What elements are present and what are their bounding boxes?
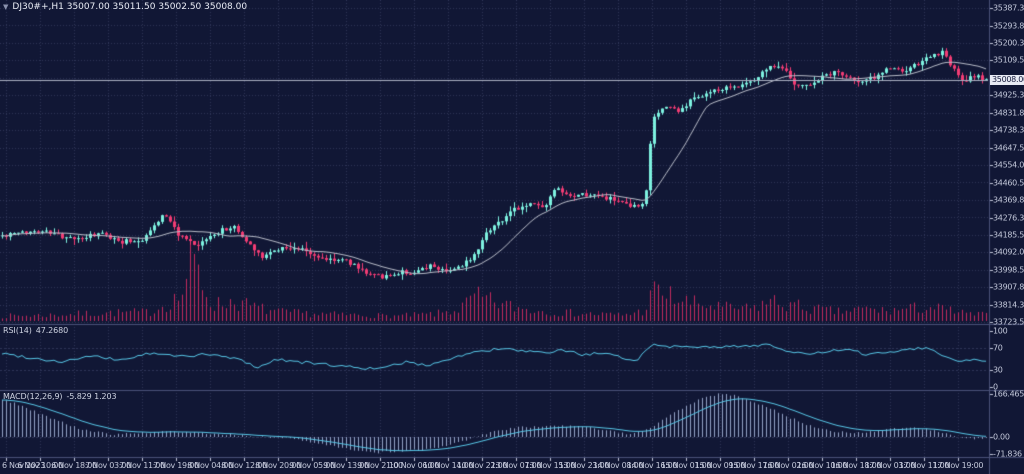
time-axis-label: 7 Nov 11:00 — [119, 461, 165, 470]
time-axis-label: 15 Nov 17:00 — [728, 461, 780, 470]
price-axis-label: 34460.55 — [993, 178, 1024, 188]
time-axis-label: 10 Nov 06:00 — [388, 461, 440, 470]
price-axis-label: 35109.55 — [993, 55, 1024, 65]
macd-values: -5.829 1.203 — [66, 392, 117, 401]
time-axis-label: 15 Nov 01:00 — [660, 461, 712, 470]
price-axis-label: 35293.80 — [993, 21, 1024, 31]
time-axis-label: 6 Nov 10:00 — [17, 461, 63, 470]
time-axis-label: 9 Nov 13:00 — [323, 461, 369, 470]
price-axis-label: 34831.80 — [993, 108, 1024, 118]
price-axis-label: 34276.30 — [993, 213, 1024, 223]
price-axis-label: 33814.30 — [993, 300, 1024, 310]
rsi-axis-label: 0 — [993, 382, 998, 392]
price-axis-label: 34092.05 — [993, 247, 1024, 257]
time-axis-label: 17 Nov 03:00 — [864, 461, 916, 470]
price-axis-label: 33723.55 — [993, 317, 1024, 327]
price-axis-label: 34554.05 — [993, 160, 1024, 170]
rsi-name: RSI(14) — [3, 326, 32, 335]
time-axis-label: 7 Nov 19:00 — [153, 461, 199, 470]
time-axis-label: 8 Nov 20:00 — [255, 461, 301, 470]
chart-title-text: DJ30#+,H1 35007.00 35011.50 35002.50 350… — [12, 2, 248, 12]
price-axis-label: 34925.30 — [993, 90, 1024, 100]
time-axis-label: 6 Nov 18:00 — [51, 461, 97, 470]
price-axis-label: 34185.55 — [993, 230, 1024, 240]
time-axis-label: 9 Nov 21:00 — [357, 461, 403, 470]
time-axis-label: 8 Nov 04:00 — [187, 461, 233, 470]
rsi-axis-label: 30 — [993, 365, 1003, 375]
time-axis-label: 14 Nov 08:00 — [592, 461, 644, 470]
macd-axis-label: 0.00 — [993, 432, 1010, 442]
time-axis-label: 16 Nov 02:00 — [762, 461, 814, 470]
time-axis-label: 14 Nov 16:00 — [626, 461, 678, 470]
chart-title: ▼ DJ30#+,H1 35007.00 35011.50 35002.50 3… — [3, 2, 247, 12]
time-axis-label: 10 Nov 22:00 — [456, 461, 508, 470]
time-axis-label: 15 Nov 09:00 — [694, 461, 746, 470]
rsi-axis-label: 70 — [993, 343, 1003, 353]
time-axis-label: 13 Nov 07:00 — [490, 461, 542, 470]
price-axis-label: 33998.55 — [993, 265, 1024, 275]
time-axis-label: 7 Nov 03:00 — [85, 461, 131, 470]
price-axis-label: 34647.55 — [993, 143, 1024, 153]
time-axis-label: 13 Nov 15:00 — [524, 461, 576, 470]
rsi-axis-label: 100 — [993, 326, 1008, 336]
macd-axis-label: -71.836 — [993, 449, 1022, 459]
price-axis-label: 35387.30 — [993, 3, 1024, 13]
macd-name: MACD(12,26,9) — [3, 392, 63, 401]
time-axis-label: 16 Nov 18:00 — [830, 461, 882, 470]
symbol-marker-icon: ▼ — [3, 2, 9, 11]
time-axis-label: 10 Nov 14:00 — [422, 461, 474, 470]
time-axis-label: 16 Nov 10:00 — [796, 461, 848, 470]
current-price-tag: 35008.00 — [990, 74, 1024, 85]
price-axis-label: 34369.80 — [993, 195, 1024, 205]
rsi-value: 47.2680 — [35, 326, 69, 335]
macd-axis-label: 166.465 — [993, 389, 1024, 399]
time-axis-label: 13 Nov 23:00 — [558, 461, 610, 470]
time-axis-label: 8 Nov 12:00 — [221, 461, 267, 470]
macd-indicator-label: MACD(12,26,9) -5.829 1.203 — [3, 392, 117, 401]
price-axis-label: 34738.30 — [993, 125, 1024, 135]
time-axis-label: 6 Nov 2023 — [2, 461, 46, 470]
time-axis-label: 17 Nov 19:00 — [932, 461, 984, 470]
rsi-indicator-label: RSI(14) 47.2680 — [3, 326, 68, 335]
price-axis-label: 35200.30 — [993, 38, 1024, 48]
time-axis-label: 9 Nov 05:00 — [289, 461, 335, 470]
price-axis-label: 33907.80 — [993, 282, 1024, 292]
time-axis-label: 17 Nov 11:00 — [898, 461, 950, 470]
